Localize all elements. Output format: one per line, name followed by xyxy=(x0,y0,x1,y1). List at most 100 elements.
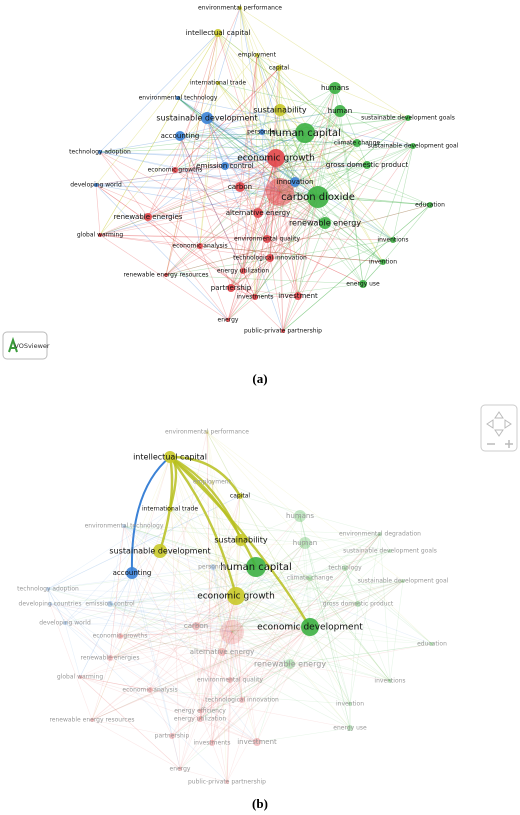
edge xyxy=(177,97,414,147)
edge xyxy=(309,533,381,628)
node xyxy=(378,532,382,536)
node xyxy=(401,579,405,583)
edge xyxy=(47,550,391,590)
edge xyxy=(123,525,214,568)
edge xyxy=(91,719,181,770)
node-label: technological innovation xyxy=(233,255,307,262)
node xyxy=(334,105,346,117)
edge xyxy=(147,7,241,218)
node-label: sustainable development xyxy=(109,547,210,556)
vosviewer-logo[interactable]: VOSviewer xyxy=(2,331,50,360)
node-label: economic analysis xyxy=(172,243,227,250)
edge xyxy=(211,595,237,744)
edge xyxy=(206,431,311,628)
edge xyxy=(317,110,341,198)
nav-zoom[interactable] xyxy=(487,440,513,448)
edge xyxy=(230,109,281,289)
edge xyxy=(99,32,219,236)
edge xyxy=(217,32,299,297)
edge xyxy=(159,550,237,597)
edge xyxy=(299,515,351,729)
edge xyxy=(339,110,409,119)
edge xyxy=(147,131,263,218)
edge xyxy=(199,533,381,720)
edge xyxy=(217,82,263,133)
edge xyxy=(266,196,319,240)
node-label: sustainable development goals xyxy=(343,548,437,555)
edge xyxy=(109,595,237,659)
edge xyxy=(199,710,228,783)
edge xyxy=(99,151,149,218)
edge xyxy=(279,191,394,241)
edge xyxy=(147,191,281,218)
edge xyxy=(317,196,431,206)
edge xyxy=(159,550,214,568)
edge xyxy=(279,191,384,263)
edge xyxy=(282,145,414,332)
node xyxy=(227,677,233,683)
edge xyxy=(91,626,311,721)
edge xyxy=(95,184,101,236)
node xyxy=(90,718,94,722)
edge xyxy=(266,238,364,285)
node-label: environmental technology xyxy=(85,523,164,530)
node-label: environmental quality xyxy=(234,236,300,243)
edge xyxy=(256,54,296,183)
edge xyxy=(211,481,351,705)
edge xyxy=(206,117,284,332)
edge xyxy=(231,631,291,665)
edge xyxy=(217,82,394,241)
edge xyxy=(165,204,431,276)
node-label: gross domestic product xyxy=(323,601,394,608)
node xyxy=(147,687,153,693)
edge xyxy=(199,245,384,263)
edge xyxy=(169,508,237,597)
edge xyxy=(217,32,281,193)
edge xyxy=(49,595,237,605)
edge xyxy=(256,727,351,743)
edge xyxy=(239,495,391,682)
edge xyxy=(278,67,368,166)
edge xyxy=(47,588,233,633)
edge xyxy=(269,157,277,259)
node xyxy=(220,620,244,644)
edge xyxy=(382,204,431,263)
edge xyxy=(195,625,311,628)
edge xyxy=(179,135,244,272)
edge xyxy=(231,550,391,633)
edge xyxy=(217,82,341,112)
edge xyxy=(123,525,311,628)
edge xyxy=(179,631,233,770)
edge xyxy=(278,67,281,111)
edge xyxy=(109,525,125,659)
edge xyxy=(256,54,384,263)
edge xyxy=(279,109,368,166)
edge xyxy=(177,97,281,193)
edge xyxy=(254,196,319,298)
edge xyxy=(231,631,391,682)
edge xyxy=(179,135,414,147)
edge xyxy=(317,87,336,198)
node-label: public-private partnership xyxy=(244,328,322,335)
edge xyxy=(309,626,433,645)
edge xyxy=(309,533,381,628)
edge xyxy=(109,603,233,633)
edge xyxy=(79,676,258,743)
edge xyxy=(242,196,319,272)
edge xyxy=(226,626,311,783)
edge xyxy=(159,550,237,597)
edge xyxy=(231,631,243,701)
edge xyxy=(282,164,368,332)
edge xyxy=(165,245,201,276)
node xyxy=(427,202,433,208)
edge xyxy=(119,626,311,637)
edge xyxy=(47,495,241,590)
navigation-control[interactable] xyxy=(480,404,518,452)
node xyxy=(235,182,245,192)
nav-arrows[interactable] xyxy=(486,411,512,437)
edge xyxy=(231,533,381,633)
edge xyxy=(95,164,368,186)
edge xyxy=(254,110,341,298)
edge xyxy=(99,142,358,236)
edge xyxy=(344,567,391,682)
